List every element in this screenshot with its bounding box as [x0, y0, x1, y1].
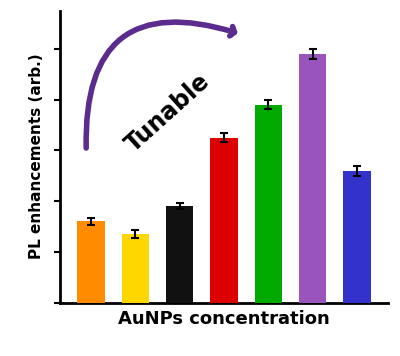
Bar — [210, 138, 238, 303]
Bar — [122, 234, 149, 303]
Y-axis label: PL enhancements (arb.): PL enhancements (arb.) — [29, 54, 44, 260]
X-axis label: AuNPs concentration: AuNPs concentration — [118, 310, 330, 328]
Bar — [77, 221, 105, 303]
Bar — [166, 206, 194, 303]
Bar — [254, 105, 282, 303]
Bar — [343, 171, 371, 303]
Bar — [299, 54, 326, 303]
Text: Tunable: Tunable — [122, 69, 215, 157]
